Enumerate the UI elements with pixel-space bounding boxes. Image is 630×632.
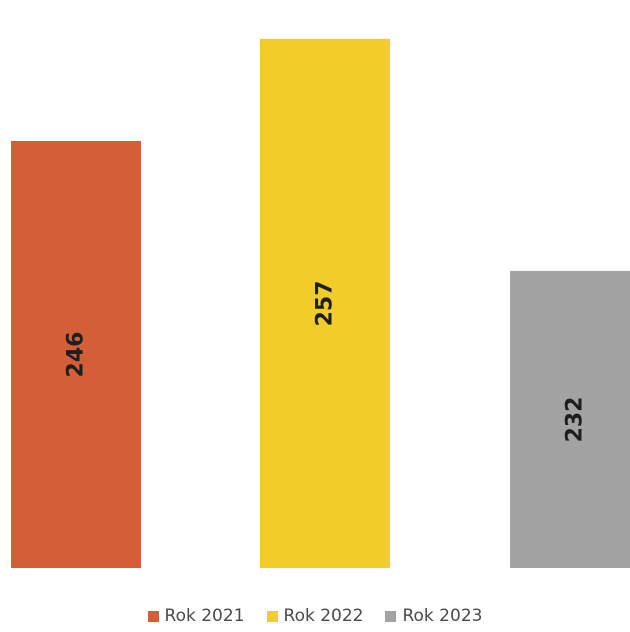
legend-swatch-rok-2023 [385, 610, 397, 622]
legend-label-rok-2023: Rok 2023 [402, 606, 483, 626]
data-label-rok-2022: 257 [313, 280, 338, 326]
data-label-rok-2021: 246 [64, 332, 89, 378]
legend-item-rok-2021: Rok 2021 [147, 606, 245, 626]
legend-label-rok-2022: Rok 2022 [283, 606, 364, 626]
chart-legend: Rok 2021 Rok 2022 Rok 2023 [0, 606, 630, 626]
bar-rok-2023 [510, 270, 630, 568]
data-label-rok-2023: 232 [563, 396, 588, 442]
legend-label-rok-2021: Rok 2021 [164, 606, 245, 626]
legend-swatch-rok-2021 [147, 610, 159, 622]
bar-rok-2022 [260, 38, 390, 569]
bar-rok-2021 [11, 140, 141, 568]
legend-item-rok-2023: Rok 2023 [385, 606, 482, 626]
legend-item-rok-2022: Rok 2022 [266, 606, 364, 626]
legend-swatch-rok-2022 [266, 610, 278, 622]
